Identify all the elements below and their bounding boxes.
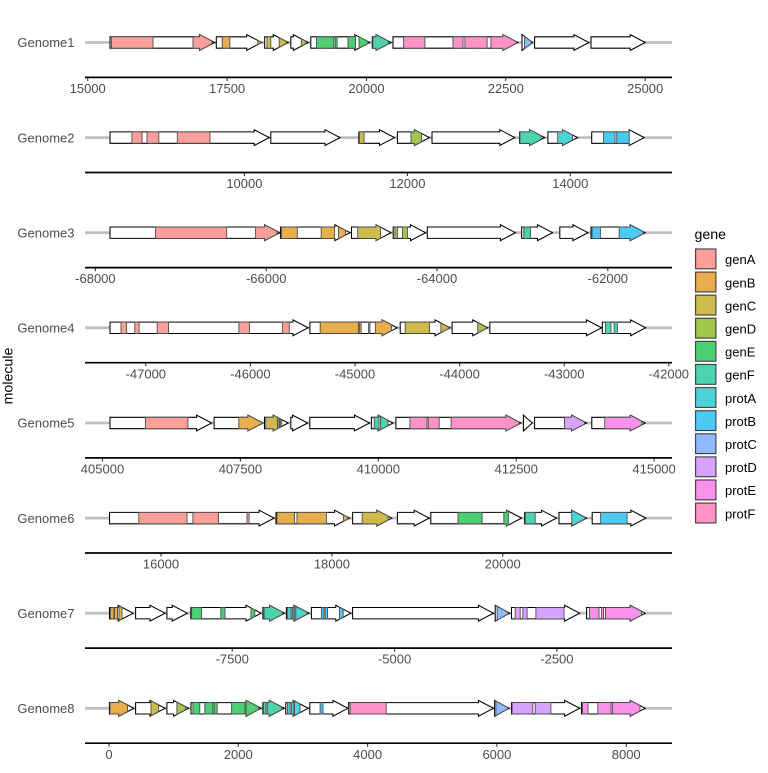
svg-text:protF: protF (725, 506, 755, 521)
svg-text:gene: gene (695, 227, 727, 243)
svg-text:genD: genD (725, 322, 756, 337)
svg-text:molecule: molecule (1, 348, 17, 405)
svg-text:18000: 18000 (314, 557, 350, 572)
svg-text:2000: 2000 (224, 747, 253, 762)
svg-text:Genome5: Genome5 (17, 416, 74, 431)
svg-text:20000: 20000 (485, 557, 521, 572)
svg-text:-5000: -5000 (378, 652, 411, 667)
svg-text:-66000: -66000 (246, 271, 286, 286)
svg-text:genE: genE (725, 345, 756, 360)
svg-text:Genome3: Genome3 (17, 225, 74, 240)
svg-text:Genome6: Genome6 (17, 511, 74, 526)
svg-text:Genome2: Genome2 (17, 130, 74, 145)
svg-text:-64000: -64000 (417, 271, 457, 286)
svg-text:-44000: -44000 (439, 366, 479, 381)
svg-text:405000: 405000 (81, 462, 124, 477)
svg-text:-42000: -42000 (649, 366, 689, 381)
svg-text:12000: 12000 (389, 176, 425, 191)
svg-text:10000: 10000 (226, 176, 262, 191)
svg-text:Genome4: Genome4 (17, 321, 74, 336)
svg-text:6000: 6000 (482, 747, 511, 762)
svg-text:-46000: -46000 (230, 366, 270, 381)
svg-text:genF: genF (725, 368, 755, 383)
svg-text:8000: 8000 (612, 747, 641, 762)
svg-text:-2500: -2500 (540, 652, 573, 667)
svg-text:-62000: -62000 (588, 271, 628, 286)
svg-text:protA: protA (725, 391, 756, 406)
svg-text:-47000: -47000 (126, 366, 166, 381)
svg-text:genA: genA (725, 252, 756, 267)
svg-text:407500: 407500 (219, 462, 262, 477)
svg-text:14000: 14000 (552, 176, 588, 191)
svg-text:Genome7: Genome7 (17, 606, 74, 621)
svg-text:410000: 410000 (357, 462, 400, 477)
svg-text:-7500: -7500 (216, 652, 249, 667)
svg-text:protC: protC (725, 437, 757, 452)
svg-text:-43000: -43000 (544, 366, 584, 381)
svg-text:415000: 415000 (632, 462, 675, 477)
svg-text:20000: 20000 (348, 81, 384, 96)
svg-text:protB: protB (725, 414, 756, 429)
svg-text:0: 0 (105, 747, 112, 762)
svg-text:4000: 4000 (353, 747, 382, 762)
svg-text:genB: genB (725, 275, 755, 290)
svg-text:protD: protD (725, 460, 757, 475)
svg-text:Genome1: Genome1 (17, 35, 74, 50)
svg-text:protE: protE (725, 483, 756, 498)
svg-text:genC: genC (725, 298, 756, 313)
svg-text:-68000: -68000 (75, 271, 115, 286)
svg-text:25000: 25000 (627, 81, 663, 96)
svg-text:-45000: -45000 (335, 366, 375, 381)
svg-text:22500: 22500 (488, 81, 524, 96)
svg-text:15000: 15000 (70, 81, 106, 96)
svg-text:16000: 16000 (143, 557, 179, 572)
svg-text:17500: 17500 (209, 81, 245, 96)
svg-text:412500: 412500 (495, 462, 538, 477)
svg-text:Genome8: Genome8 (17, 701, 74, 716)
